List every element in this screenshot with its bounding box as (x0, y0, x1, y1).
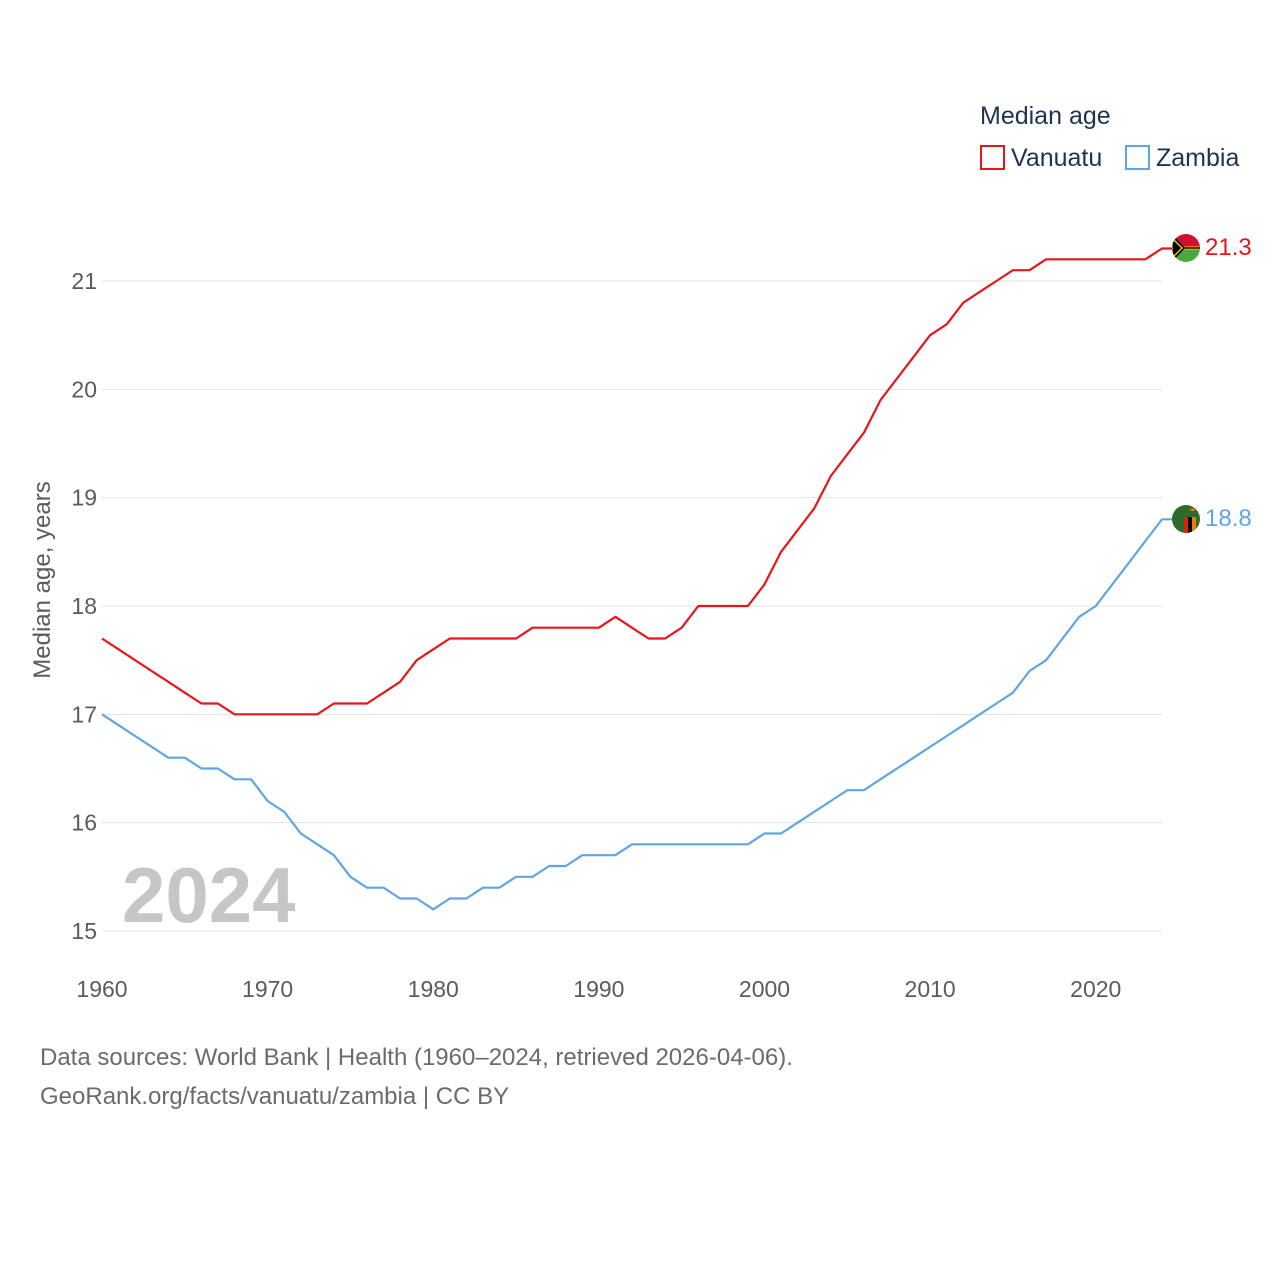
end-label-vanuatu: 21.3 (1205, 234, 1252, 261)
vanuatu-flag-icon (1172, 234, 1200, 262)
x-tick-label: 1960 (76, 976, 127, 1002)
x-tick-label: 1970 (242, 976, 293, 1002)
legend: Median age Vanuatu Zambia (980, 102, 1239, 172)
y-tick-label: 15 (71, 918, 97, 944)
y-tick-label: 16 (71, 810, 97, 836)
x-tick-label: 1990 (573, 976, 624, 1002)
y-tick-label: 21 (71, 268, 97, 294)
legend-swatch-zambia[interactable] (1125, 145, 1150, 170)
x-tick-label: 2000 (739, 976, 790, 1002)
legend-label-vanuatu[interactable]: Vanuatu (1011, 144, 1102, 172)
legend-label-zambia[interactable]: Zambia (1156, 144, 1239, 172)
series-line-zambia[interactable] (101, 518, 1172, 911)
year-watermark: 2024 (122, 851, 296, 939)
y-tick-label: 20 (71, 376, 97, 402)
legend-title: Median age (980, 102, 1111, 130)
series-line-vanuatu[interactable] (101, 247, 1172, 716)
x-tick-label: 1980 (408, 976, 459, 1002)
y-axis-label: Median age, years (29, 481, 56, 678)
gridlines (102, 280, 1162, 932)
series-lines (101, 247, 1172, 911)
y-axis-ticks: 15 16 17 18 19 20 21 (71, 268, 97, 944)
x-tick-label: 2010 (905, 976, 956, 1002)
end-label-zambia: 18.8 (1205, 505, 1252, 532)
zambia-flag-icon (1172, 505, 1200, 533)
x-tick-label: 2020 (1070, 976, 1121, 1002)
y-tick-label: 18 (71, 593, 97, 619)
y-tick-label: 19 (71, 485, 97, 511)
legend-swatch-vanuatu[interactable] (980, 145, 1005, 170)
footer-sources: Data sources: World Bank | Health (1960–… (40, 1044, 793, 1071)
y-tick-label: 17 (71, 701, 97, 727)
footer-attribution: GeoRank.org/facts/vanuatu/zambia | CC BY (40, 1083, 510, 1110)
line-chart: 15 16 17 18 19 20 21 1960 1970 1980 1990 2000 2010 2… (29, 102, 1252, 1002)
x-axis-ticks: 1960 1970 1980 1990 2000 2010 2020 (76, 976, 1121, 1002)
